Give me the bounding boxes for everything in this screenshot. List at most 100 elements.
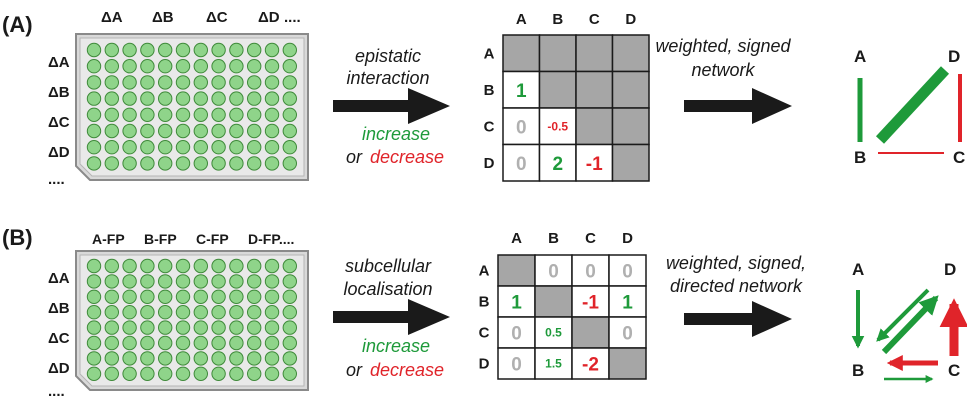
well (104, 274, 120, 289)
matrix-cell-value: 1 (516, 81, 527, 102)
well (175, 42, 191, 58)
well (104, 366, 120, 381)
well (247, 351, 262, 366)
or-b: or (346, 360, 363, 380)
well (193, 305, 209, 320)
node-b-A: A (852, 260, 864, 279)
node-b-B: B (852, 361, 864, 380)
well (122, 289, 137, 304)
well (175, 75, 191, 90)
well (247, 107, 262, 123)
well (282, 351, 297, 366)
well (140, 366, 155, 381)
well (247, 91, 262, 106)
matrix-cell-empty (534, 285, 573, 318)
well (211, 140, 226, 155)
well (158, 58, 173, 74)
well (104, 258, 120, 274)
well (229, 140, 244, 155)
well (211, 75, 226, 90)
well (229, 107, 244, 123)
well (158, 75, 173, 90)
well (282, 156, 297, 171)
well (282, 305, 297, 320)
matrix-cell (571, 347, 610, 380)
well (264, 351, 280, 366)
well (122, 58, 137, 74)
well (264, 140, 280, 155)
well (264, 320, 280, 335)
matrix-cell (497, 316, 536, 349)
arrow-b-text-line2: localisation (343, 279, 432, 299)
well (158, 156, 173, 171)
node-a-D: D (948, 47, 960, 66)
well (193, 91, 209, 106)
panel-b: (B) A-FP B-FP C-FP D-FP.... ΔA ΔB ΔC ΔD … (2, 225, 967, 398)
matrix-col-header: C (589, 11, 600, 28)
matrix-row-header: B (484, 82, 495, 99)
well (282, 366, 297, 381)
well (247, 258, 262, 274)
well (247, 366, 262, 381)
well (193, 42, 209, 58)
plate-a-row-label: ΔA (48, 54, 70, 71)
well (282, 258, 297, 274)
well (282, 91, 297, 106)
well (104, 75, 120, 90)
well (140, 123, 155, 139)
matrix-cell-empty (608, 347, 647, 380)
well (282, 58, 297, 74)
well (211, 91, 226, 106)
plate-b-col-label: A-FP (92, 231, 125, 247)
matrix-col-header: D (625, 11, 636, 28)
well (158, 258, 173, 274)
decrease-b: decrease (370, 360, 444, 380)
matrix-cell-value: 0 (622, 324, 633, 345)
network-b-title-line2: directed network (670, 276, 803, 296)
arrow-a-text-line2: interaction (346, 68, 429, 88)
matrix-cell-value: 1 (511, 293, 522, 314)
well (175, 156, 191, 171)
well (247, 320, 262, 335)
well (140, 156, 155, 171)
matrix-cell-value: 0 (622, 262, 633, 283)
well (175, 289, 191, 304)
well (158, 289, 173, 304)
well (175, 274, 191, 289)
matrix-row-header: B (479, 294, 490, 311)
network-b: A B C D (851, 260, 967, 384)
well (193, 107, 209, 123)
plate-b-row-labels: ΔA ΔB ΔC ΔD .... (48, 270, 70, 398)
well (86, 140, 102, 155)
well (211, 258, 226, 274)
network-a-title-line1: weighted, signed (655, 36, 791, 56)
matrix-row-header: D (484, 155, 495, 172)
plate-a-inner (79, 37, 305, 177)
plate-a-row-label: .... (48, 171, 65, 188)
well (247, 123, 262, 139)
well (175, 140, 191, 155)
plate-a-col-label: .... (284, 9, 301, 26)
well (247, 289, 262, 304)
well (86, 123, 102, 139)
well (193, 366, 209, 381)
well (158, 335, 173, 351)
well (264, 123, 280, 139)
matrix-cell-empty (502, 34, 541, 73)
well (282, 335, 297, 351)
big-arrow-a2 (684, 88, 792, 124)
well (211, 156, 226, 171)
well (104, 42, 120, 58)
well (86, 274, 102, 289)
well (86, 58, 102, 74)
well (175, 91, 191, 106)
well (211, 335, 226, 351)
matrix-row-header: A (479, 263, 490, 280)
well (175, 366, 191, 381)
matrix-cell (497, 347, 536, 380)
well (193, 335, 209, 351)
well (158, 351, 173, 366)
matrix-cell (502, 70, 541, 109)
well (229, 75, 244, 90)
